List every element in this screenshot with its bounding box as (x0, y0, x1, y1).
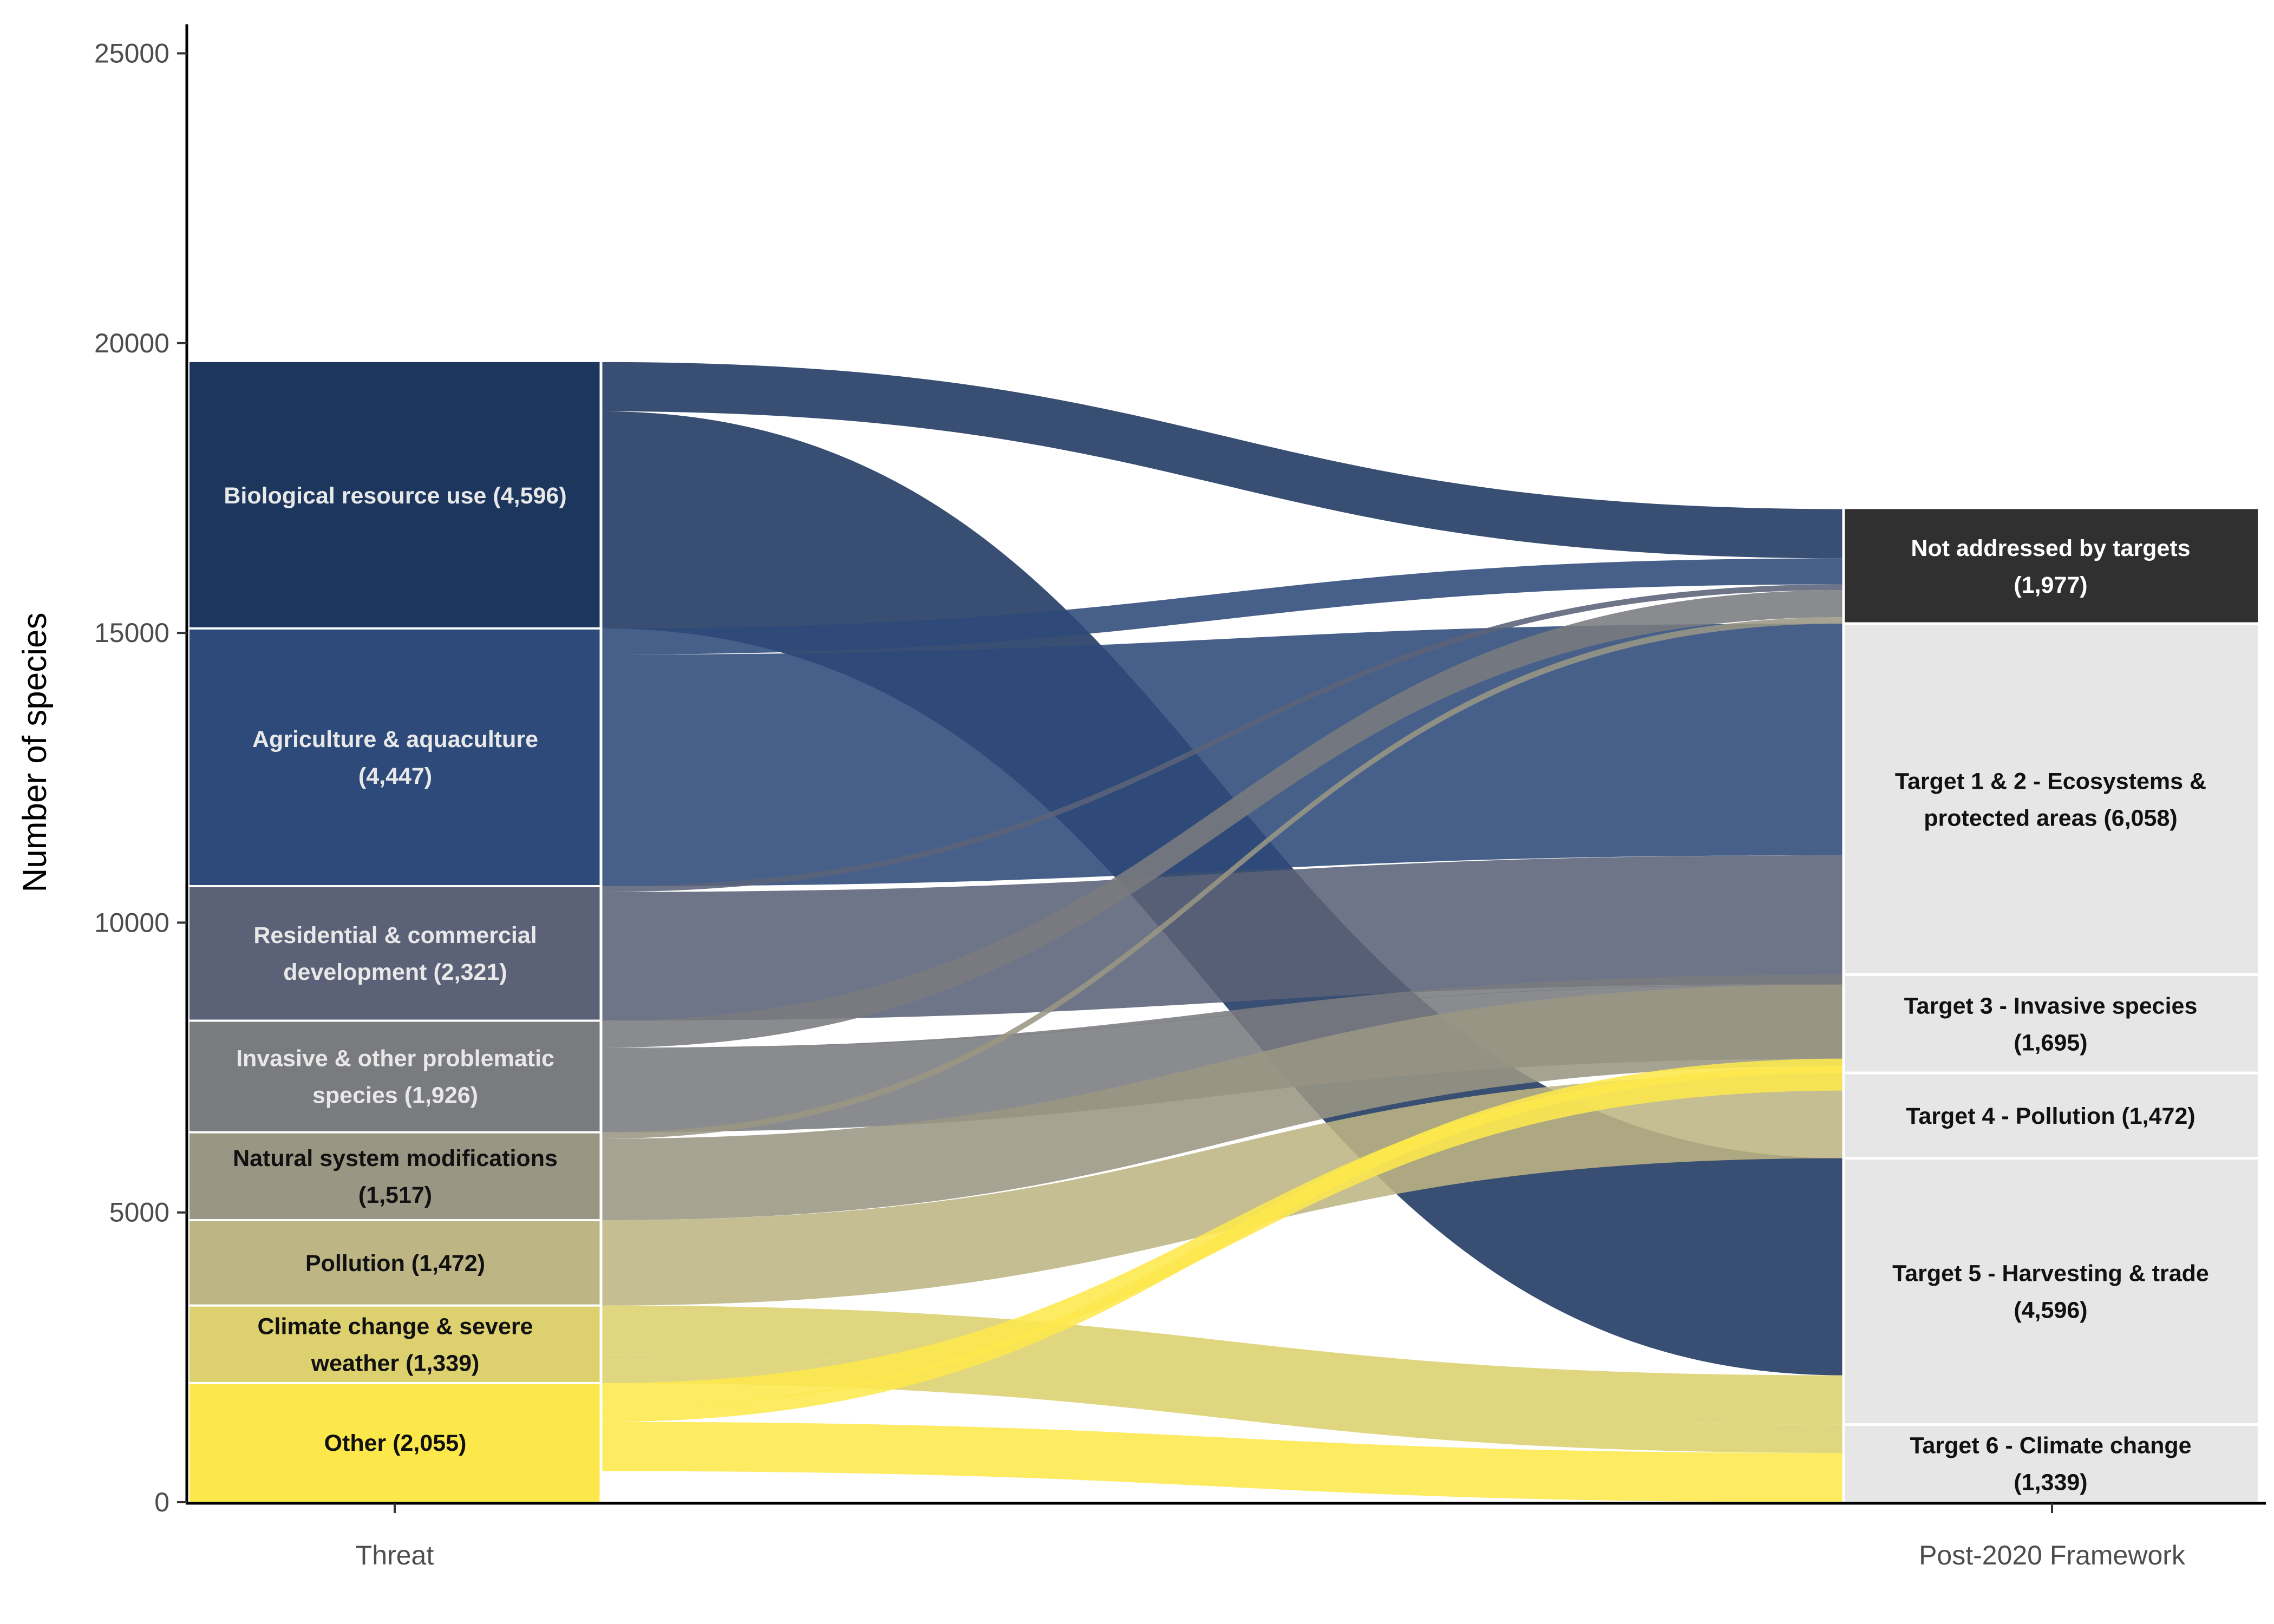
threat-label: Residential & commercial development (2,3… (253, 922, 537, 985)
target-label-line: Not addressed by targets (1911, 535, 2190, 561)
target-node (1844, 1158, 2258, 1425)
flow-ribbon (601, 1073, 1844, 1306)
target-node (1844, 509, 2258, 624)
target-node (1844, 623, 2258, 975)
flows-layer (601, 362, 1844, 1502)
target-label: Target 3 - Invasive species (1,695) (1904, 993, 2198, 1056)
threat-label-line: Agriculture & aquaculture (252, 726, 538, 752)
target-label-line: (1,977) (2014, 572, 2087, 598)
target-label-line: (1,339) (2014, 1469, 2087, 1495)
threat-label-line: Other (2,055) (324, 1430, 467, 1456)
target-label: Target 4 - Pollution (1,472) (1906, 1103, 2195, 1129)
flow-ribbon (601, 584, 1844, 892)
threat-node (190, 628, 601, 886)
target-node (1844, 974, 2258, 1073)
threat-node (190, 1220, 601, 1306)
threat-node (190, 886, 601, 1021)
threat-label-line: weather (1,339) (311, 1350, 480, 1376)
flow-ribbon (601, 984, 1844, 1221)
y-tick-label: 0 (154, 1487, 169, 1517)
threat-label-line: Invasive & other problematic (236, 1046, 554, 1072)
flow-ribbon (601, 1422, 1844, 1502)
target-label: Target 6 - Climate change (1,339) (1910, 1432, 2191, 1495)
target-label: Not addressed by targets (1,977) (1911, 535, 2190, 598)
threat-node (190, 1305, 601, 1383)
nodes-layer (190, 362, 2258, 1502)
target-label-line: Target 1 & 2 - Ecosystems & (1895, 768, 2206, 794)
threat-label-line: (1,517) (358, 1182, 432, 1208)
threat-label: Climate change & severe weather (1,339) (257, 1313, 533, 1376)
target-label-line: Target 3 - Invasive species (1904, 993, 2198, 1019)
target-label-line: Target 6 - Climate change (1910, 1432, 2191, 1458)
threat-label-line: development (2,321) (283, 959, 507, 985)
y-axis-title: Number of species (16, 613, 54, 893)
threat-label-line: Climate change & severe (257, 1313, 533, 1339)
threat-label: Invasive & other problematic species (1,9… (236, 1046, 554, 1109)
x-axis-label-framework: Post-2020 Framework (1919, 1540, 2186, 1570)
target-node (1844, 1073, 2258, 1158)
threat-label: Agriculture & aquaculture (4,447) (252, 726, 538, 789)
x-axis-label-threat: Threat (356, 1540, 434, 1570)
threat-label-line: Residential & commercial (253, 922, 537, 948)
target-label: Target 1 & 2 - Ecosystems & protected are… (1895, 768, 2206, 831)
flow-ribbon (601, 590, 1844, 1048)
threat-label-line: (4,447) (358, 763, 432, 789)
threat-label-line: species (1,926) (312, 1083, 478, 1109)
target-label-line: Target 4 - Pollution (1,472) (1906, 1103, 2195, 1129)
threat-label-line: Biological resource use (4,596) (224, 483, 566, 509)
y-tick-label: 5000 (109, 1197, 169, 1228)
flow-ribbon (601, 362, 1844, 559)
threat-label-line: Natural system modifications (233, 1145, 558, 1171)
y-tick-label: 20000 (94, 328, 169, 358)
target-label-line: (4,596) (2014, 1298, 2087, 1324)
target-label-line: Target 5 - Harvesting & trade (1892, 1261, 2209, 1287)
axes-layer: 0 5000 10000 15000 20000 25000 (94, 24, 2266, 1517)
threat-label: Natural system modifications (1,517) (233, 1145, 558, 1208)
target-label: Target 5 - Harvesting & trade (4,596) (1892, 1261, 2209, 1324)
threat-node (190, 1020, 601, 1132)
flow-ribbon (601, 617, 1844, 1139)
flow-ribbon (601, 1066, 1844, 1408)
target-label-line: protected areas (6,058) (1924, 805, 2177, 831)
y-tick-label: 15000 (94, 618, 169, 648)
flow-ribbon (601, 623, 1844, 886)
threat-label: Other (2,055) (324, 1430, 467, 1456)
threat-node (190, 1132, 601, 1221)
threat-label: Biological resource use (4,596) (224, 483, 566, 509)
threat-node (190, 362, 601, 628)
threat-node (190, 1383, 601, 1502)
threat-label-line: Pollution (1,472) (305, 1250, 485, 1276)
target-node (1844, 1424, 2258, 1502)
labels-layer: Biological resource use (4,596) Agricultu… (224, 483, 2208, 1495)
y-tick-label: 25000 (94, 38, 169, 69)
y-tick-label: 10000 (94, 907, 169, 938)
threat-label: Pollution (1,472) (305, 1250, 485, 1276)
target-label-line: (1,695) (2014, 1030, 2087, 1056)
flow-ribbon (601, 1305, 1844, 1425)
flow-ribbon (601, 558, 1844, 655)
